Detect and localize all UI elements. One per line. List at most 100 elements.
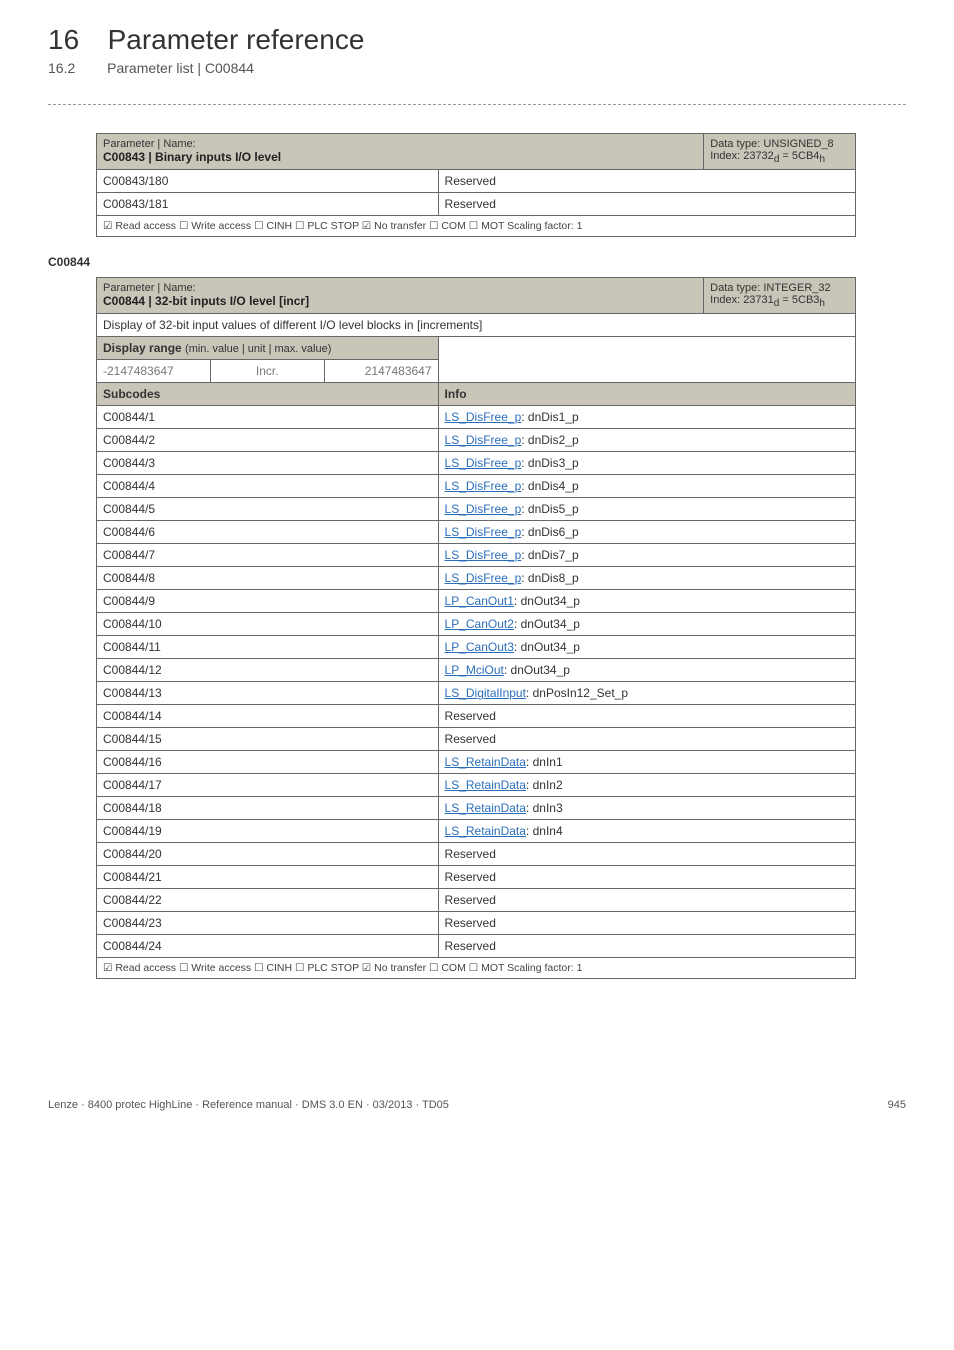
info-cell: Reserved	[438, 912, 855, 935]
info-link[interactable]: LP_CanOut2	[445, 617, 514, 631]
info-cell: LS_DisFree_p: dnDis8_p	[438, 567, 855, 590]
footer-page-number: 945	[888, 1099, 906, 1111]
info-cell: Reserved	[438, 728, 855, 751]
subcode-cell: C00844/23	[97, 912, 439, 935]
meta-datatype: Data type: UNSIGNED_8	[710, 138, 849, 150]
range-max: 2147483647	[324, 360, 438, 383]
footer-left: Lenze · 8400 protec HighLine · Reference…	[48, 1099, 449, 1111]
subcode-cell: C00844/11	[97, 636, 439, 659]
subcode-cell: C00844/2	[97, 429, 439, 452]
page-header: 16 Parameter reference 16.2 Parameter li…	[48, 24, 906, 76]
meta-sub2: h	[819, 154, 825, 165]
subcode-cell: C00844/13	[97, 682, 439, 705]
info-suffix: : dnDis7_p	[521, 548, 578, 562]
table-row: C00844/10LP_CanOut2: dnOut34_p	[97, 613, 856, 636]
info-cell: LS_DigitalInput: dnPosIn12_Set_p	[438, 682, 855, 705]
access-footer: ☑ Read access ☐ Write access ☐ CINH ☐ PL…	[97, 216, 856, 237]
meta-index-prefix: Index: 23732	[710, 150, 774, 162]
info-suffix: : dnOut34_p	[514, 617, 580, 631]
table-row: C00844/13LS_DigitalInput: dnPosIn12_Set_…	[97, 682, 856, 705]
chapter-title: Parameter reference	[108, 24, 365, 56]
param-title: C00843 | Binary inputs I/O level	[103, 150, 697, 164]
info-link[interactable]: LS_RetainData	[445, 755, 526, 769]
table-row: C00843/180Reserved	[97, 170, 856, 193]
info-link[interactable]: LS_DisFree_p	[445, 571, 522, 585]
param-meta: Data type: UNSIGNED_8 Index: 23732d = 5C…	[704, 134, 856, 170]
table-row: C00844/24Reserved	[97, 935, 856, 958]
subcode-cell: C00844/4	[97, 475, 439, 498]
subcode-cell: C00844/8	[97, 567, 439, 590]
table-row: C00844/3LS_DisFree_p: dnDis3_p	[97, 452, 856, 475]
info-link[interactable]: LP_CanOut1	[445, 594, 514, 608]
info-cell: LS_RetainData: dnIn4	[438, 820, 855, 843]
info-link[interactable]: LS_DisFree_p	[445, 410, 522, 424]
info-cell: LS_RetainData: dnIn1	[438, 751, 855, 774]
meta-index-mid: = 5CB4	[779, 150, 819, 162]
subcode-cell: C00844/6	[97, 521, 439, 544]
subcode-cell: C00844/5	[97, 498, 439, 521]
info-suffix: : dnOut34_p	[514, 640, 580, 654]
info-cell: Reserved	[438, 889, 855, 912]
info-cell: Reserved	[438, 843, 855, 866]
info-suffix: : dnOut34_p	[504, 663, 570, 677]
param-label: Parameter | Name:	[103, 282, 697, 294]
table-c00844: Parameter | Name: C00844 | 32-bit inputs…	[96, 277, 856, 979]
info-cell: Reserved	[438, 935, 855, 958]
table-row: C00844/23Reserved	[97, 912, 856, 935]
info-cell: Reserved	[438, 705, 855, 728]
table-row: C00844/20Reserved	[97, 843, 856, 866]
info-cell: LP_CanOut3: dnOut34_p	[438, 636, 855, 659]
info-cell: LS_DisFree_p: dnDis6_p	[438, 521, 855, 544]
info-cell: LS_DisFree_p: dnDis5_p	[438, 498, 855, 521]
range-header: Display range (min. value | unit | max. …	[97, 337, 439, 360]
section-line: 16.2 Parameter list | C00844	[48, 60, 906, 76]
info-link[interactable]: LP_CanOut3	[445, 640, 514, 654]
info-cell: LP_CanOut1: dnOut34_p	[438, 590, 855, 613]
range-unit: Incr.	[210, 360, 324, 383]
subcode-cell: C00844/17	[97, 774, 439, 797]
param-title: C00844 | 32-bit inputs I/O level [incr]	[103, 294, 697, 308]
info-cell: Reserved	[438, 866, 855, 889]
subcode-cell: C00843/181	[97, 193, 439, 216]
info-cell: LS_DisFree_p: dnDis3_p	[438, 452, 855, 475]
info-suffix: : dnDis6_p	[521, 525, 578, 539]
table-row: C00844/2LS_DisFree_p: dnDis2_p	[97, 429, 856, 452]
info-link[interactable]: LS_RetainData	[445, 801, 526, 815]
table-c00843: Parameter | Name: C00843 | Binary inputs…	[96, 133, 856, 237]
subcode-cell: C00844/7	[97, 544, 439, 567]
table-row: C00844/8LS_DisFree_p: dnDis8_p	[97, 567, 856, 590]
info-link[interactable]: LP_MciOut	[445, 663, 504, 677]
subcode-cell: C00844/20	[97, 843, 439, 866]
subcode-cell: C00844/15	[97, 728, 439, 751]
info-suffix: : dnDis8_p	[521, 571, 578, 585]
info-suffix: : dnIn1	[526, 755, 563, 769]
info-link[interactable]: LS_DisFree_p	[445, 548, 522, 562]
meta-index: Index: 23731d = 5CB3h	[710, 294, 849, 309]
info-cell: LS_DisFree_p: dnDis4_p	[438, 475, 855, 498]
info-link[interactable]: LS_RetainData	[445, 824, 526, 838]
table-row: C00844/17LS_RetainData: dnIn2	[97, 774, 856, 797]
chapter-number: 16	[48, 24, 79, 56]
info-cell: LP_CanOut2: dnOut34_p	[438, 613, 855, 636]
info-link[interactable]: LS_DisFree_p	[445, 433, 522, 447]
access-footer: ☑ Read access ☐ Write access ☐ CINH ☐ PL…	[97, 958, 856, 979]
range-label-strong: Display range	[103, 341, 185, 355]
info-link[interactable]: LS_DisFree_p	[445, 502, 522, 516]
meta-index: Index: 23732d = 5CB4h	[710, 150, 849, 165]
info-cell: LS_DisFree_p: dnDis2_p	[438, 429, 855, 452]
info-suffix: : dnOut34_p	[514, 594, 580, 608]
info-link[interactable]: LS_RetainData	[445, 778, 526, 792]
table-row: C00844/22Reserved	[97, 889, 856, 912]
table-row: C00844/4LS_DisFree_p: dnDis4_p	[97, 475, 856, 498]
table-row: C00844/1LS_DisFree_p: dnDis1_p	[97, 406, 856, 429]
info-link[interactable]: LS_DigitalInput	[445, 686, 526, 700]
info-link[interactable]: LS_DisFree_p	[445, 456, 522, 470]
info-suffix: : dnDis3_p	[521, 456, 578, 470]
param-meta: Data type: INTEGER_32 Index: 23731d = 5C…	[704, 278, 856, 314]
info-link[interactable]: LS_DisFree_p	[445, 525, 522, 539]
info-link[interactable]: LS_DisFree_p	[445, 479, 522, 493]
subcode-cell: C00844/18	[97, 797, 439, 820]
info-header: Info	[438, 383, 855, 406]
info-cell: LP_MciOut: dnOut34_p	[438, 659, 855, 682]
info-cell: LS_DisFree_p: dnDis7_p	[438, 544, 855, 567]
